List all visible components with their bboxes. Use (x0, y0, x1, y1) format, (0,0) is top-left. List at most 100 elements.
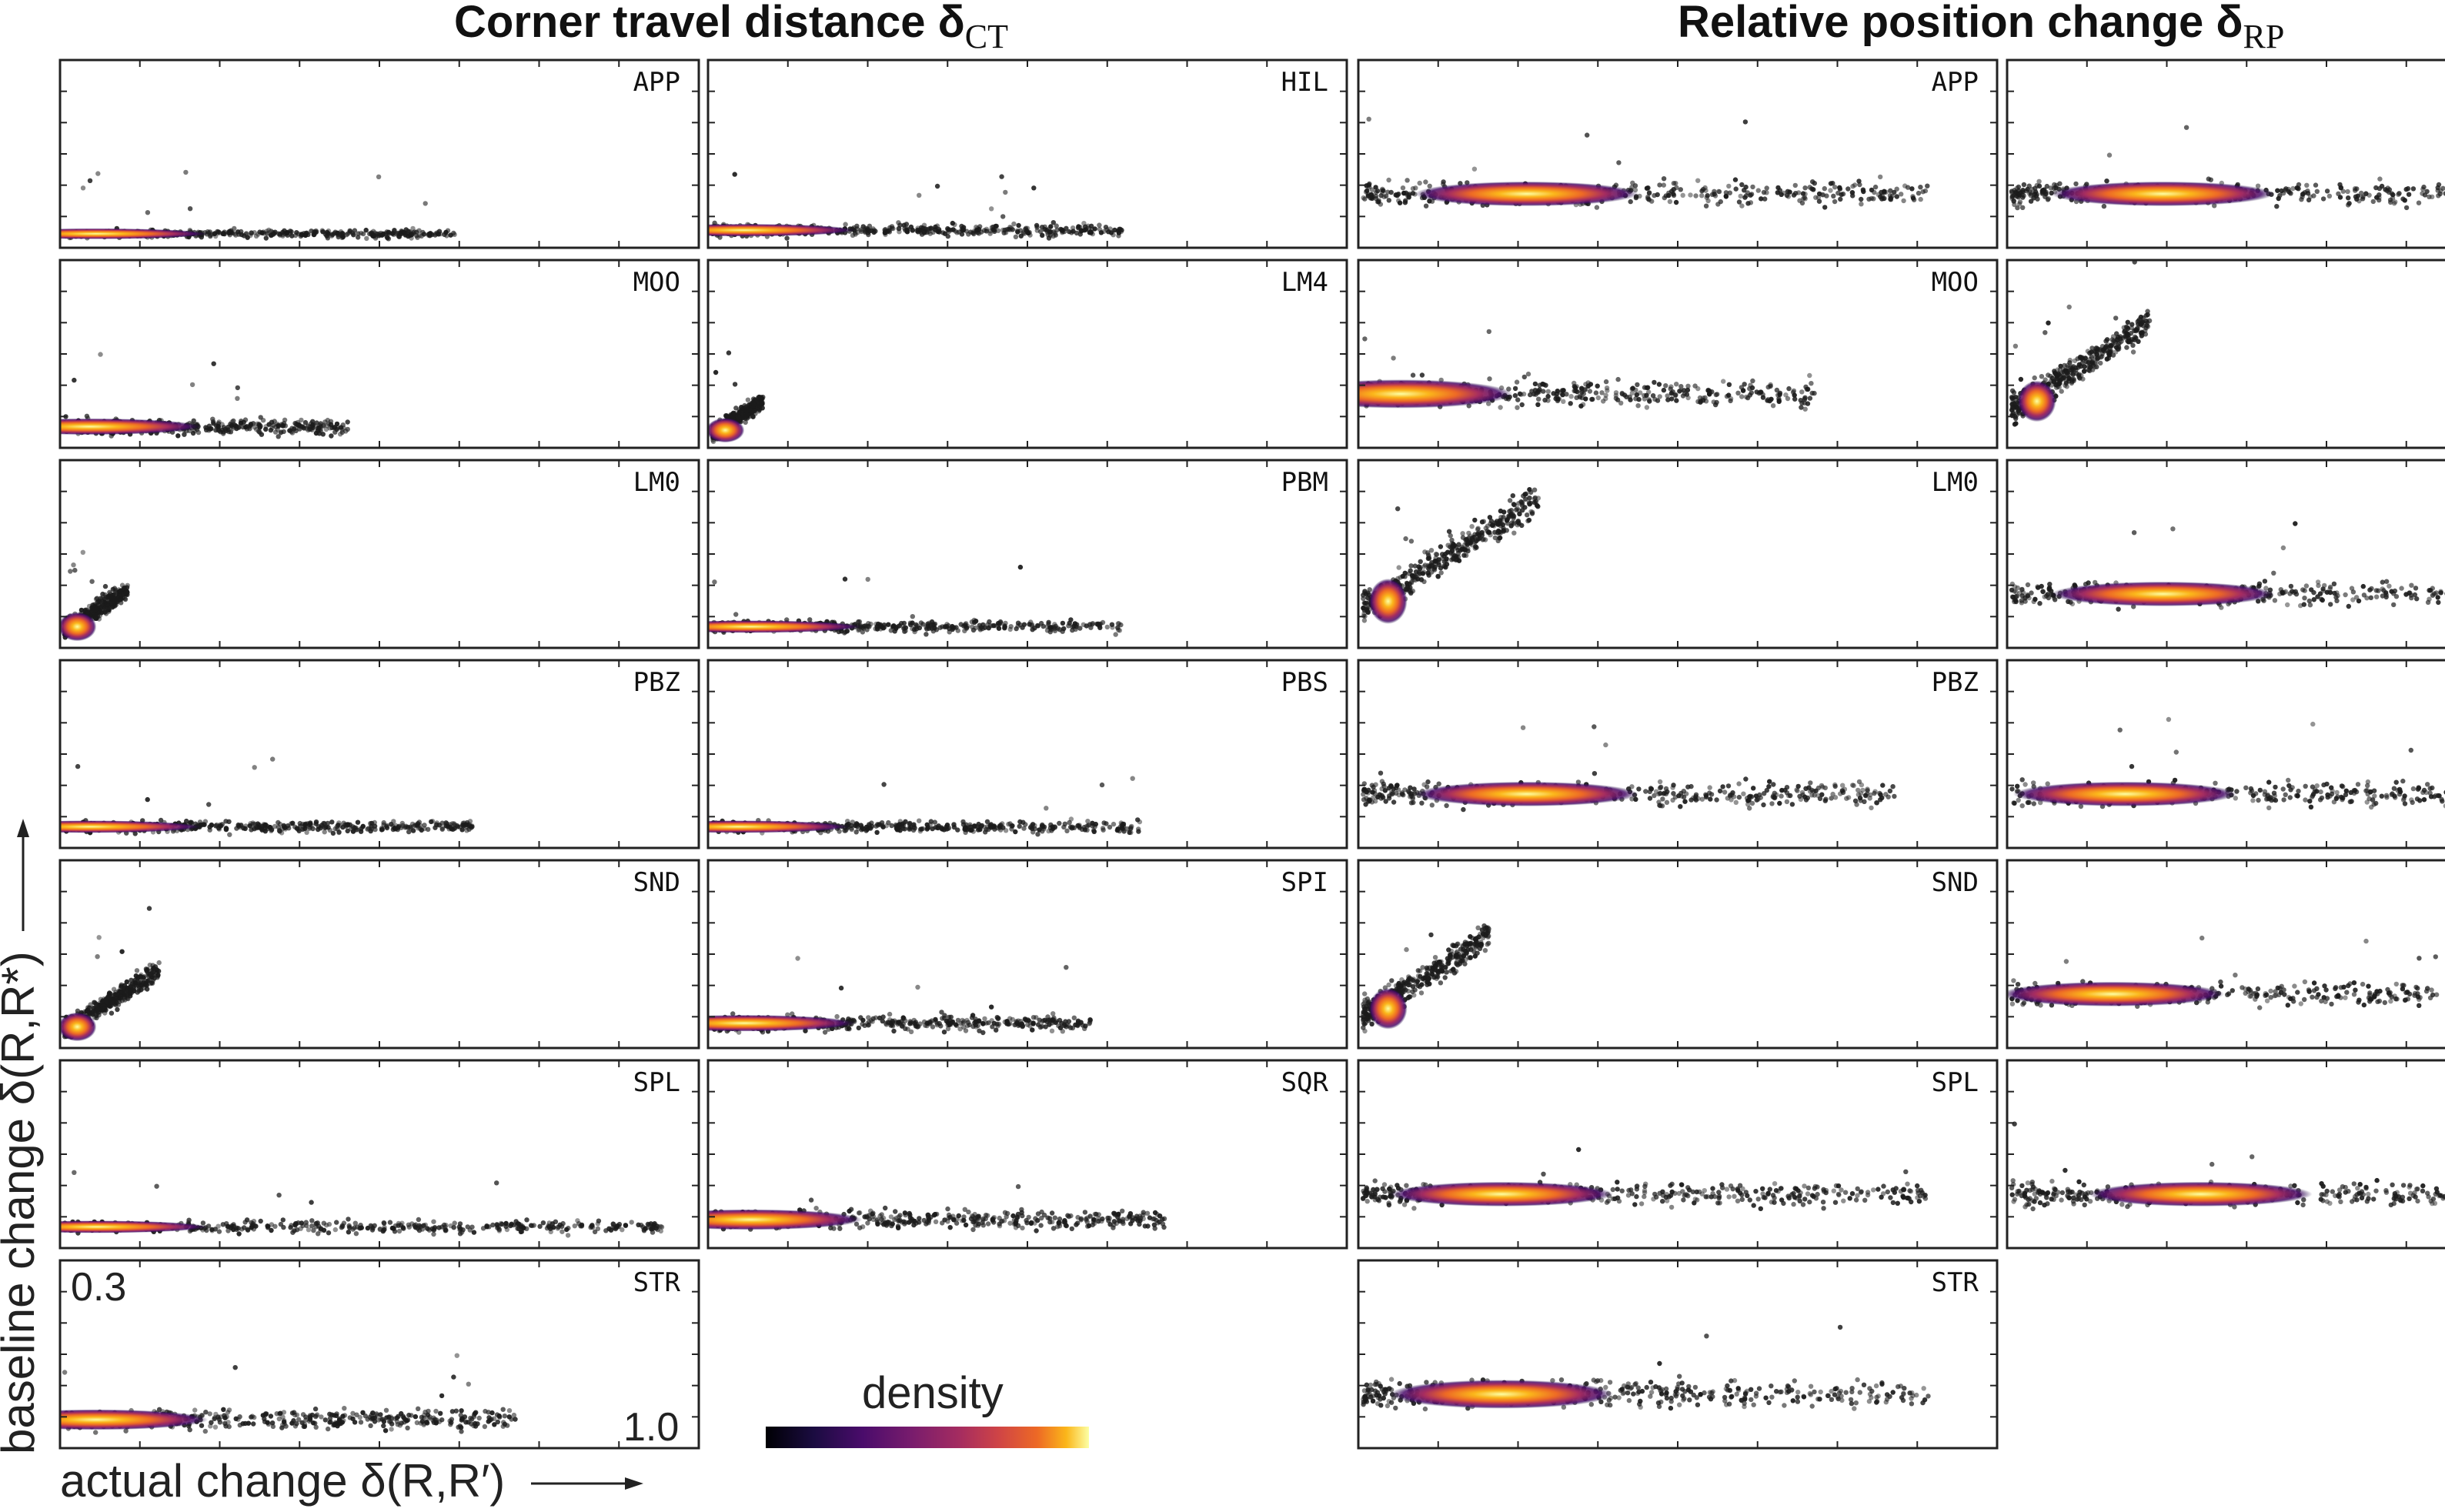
data-point (99, 602, 105, 608)
data-point (282, 228, 287, 233)
data-point (259, 827, 265, 833)
data-point (439, 820, 445, 826)
data-point (257, 429, 262, 435)
data-point (928, 819, 934, 824)
data-point (961, 1217, 967, 1223)
data-point (1008, 624, 1014, 629)
data-point (973, 619, 979, 624)
data-point (960, 227, 967, 232)
data-point (386, 236, 392, 242)
data-point (242, 1220, 248, 1225)
data-point (310, 422, 316, 428)
data-point (426, 232, 432, 238)
data-point (959, 1218, 965, 1223)
data-point (377, 1227, 382, 1233)
data-point (494, 1180, 499, 1186)
data-point (997, 1215, 1002, 1221)
scatter-points (60, 1170, 665, 1238)
data-point (499, 1221, 505, 1227)
data-point (329, 433, 334, 439)
data-point (1082, 1026, 1087, 1032)
data-point (980, 1020, 986, 1026)
data-point (122, 993, 128, 999)
data-point (1097, 226, 1103, 232)
panel-ticks (708, 860, 1347, 1048)
data-point (414, 823, 419, 828)
data-point (365, 826, 370, 832)
data-point (115, 996, 120, 1001)
data-point (280, 1217, 286, 1223)
data-point (947, 1014, 952, 1020)
data-point (119, 949, 125, 954)
data-point (71, 562, 76, 568)
data-point (1044, 1019, 1050, 1025)
data-point (360, 231, 366, 237)
data-point (304, 829, 309, 836)
data-point (865, 1220, 870, 1226)
density-core (60, 612, 97, 642)
data-point (1070, 627, 1075, 633)
data-point (300, 424, 306, 429)
data-point (225, 424, 231, 430)
data-point (98, 352, 103, 357)
data-point (302, 419, 309, 426)
data-point (994, 1027, 999, 1033)
data-point (107, 1004, 112, 1010)
data-point (1135, 817, 1141, 823)
data-point (382, 1227, 387, 1233)
data-point (890, 624, 896, 630)
data-point (88, 1002, 93, 1007)
data-point (995, 1023, 1000, 1029)
data-point (1013, 829, 1018, 835)
data-point (890, 1023, 896, 1029)
data-point (189, 382, 195, 388)
data-point (1079, 228, 1084, 233)
data-point (1066, 1019, 1072, 1024)
data-point (235, 396, 240, 401)
data-point (889, 224, 895, 229)
data-point (90, 602, 96, 608)
data-point (853, 232, 858, 237)
data-point (322, 829, 327, 835)
ct-panel-sqr: SQR (706, 1059, 1348, 1250)
data-point (111, 594, 116, 599)
data-point (266, 422, 272, 427)
data-point (1020, 1225, 1025, 1231)
data-point (899, 1023, 905, 1029)
data-point (623, 1223, 629, 1229)
data-point (293, 1221, 299, 1227)
data-point (920, 622, 926, 627)
data-point (912, 626, 917, 633)
data-point (887, 1017, 893, 1023)
data-point (945, 1026, 951, 1032)
data-point (80, 185, 86, 191)
data-point (154, 1183, 159, 1189)
density-core (708, 620, 863, 633)
data-point (226, 819, 232, 825)
data-point (645, 1221, 651, 1227)
data-point (976, 231, 982, 236)
data-point (917, 192, 922, 198)
data-point (990, 1024, 995, 1030)
data-point (1007, 1220, 1013, 1226)
data-point (964, 1017, 970, 1023)
data-point (249, 1220, 254, 1226)
data-point (402, 825, 408, 830)
data-point (834, 1013, 840, 1020)
scatter-points (708, 564, 1124, 637)
data-point (1049, 1210, 1055, 1216)
data-point (358, 1223, 363, 1228)
data-point (387, 1220, 393, 1225)
data-point (544, 1226, 550, 1231)
data-point (1069, 824, 1075, 829)
data-point (376, 233, 382, 239)
scatter-points (60, 549, 130, 642)
data-point (950, 623, 955, 629)
data-point (332, 424, 337, 430)
panel-ticks (708, 460, 1347, 648)
data-point (299, 1220, 305, 1226)
data-point (319, 228, 325, 233)
density-core (60, 228, 209, 239)
data-point (1034, 1228, 1039, 1233)
data-point (745, 397, 751, 402)
